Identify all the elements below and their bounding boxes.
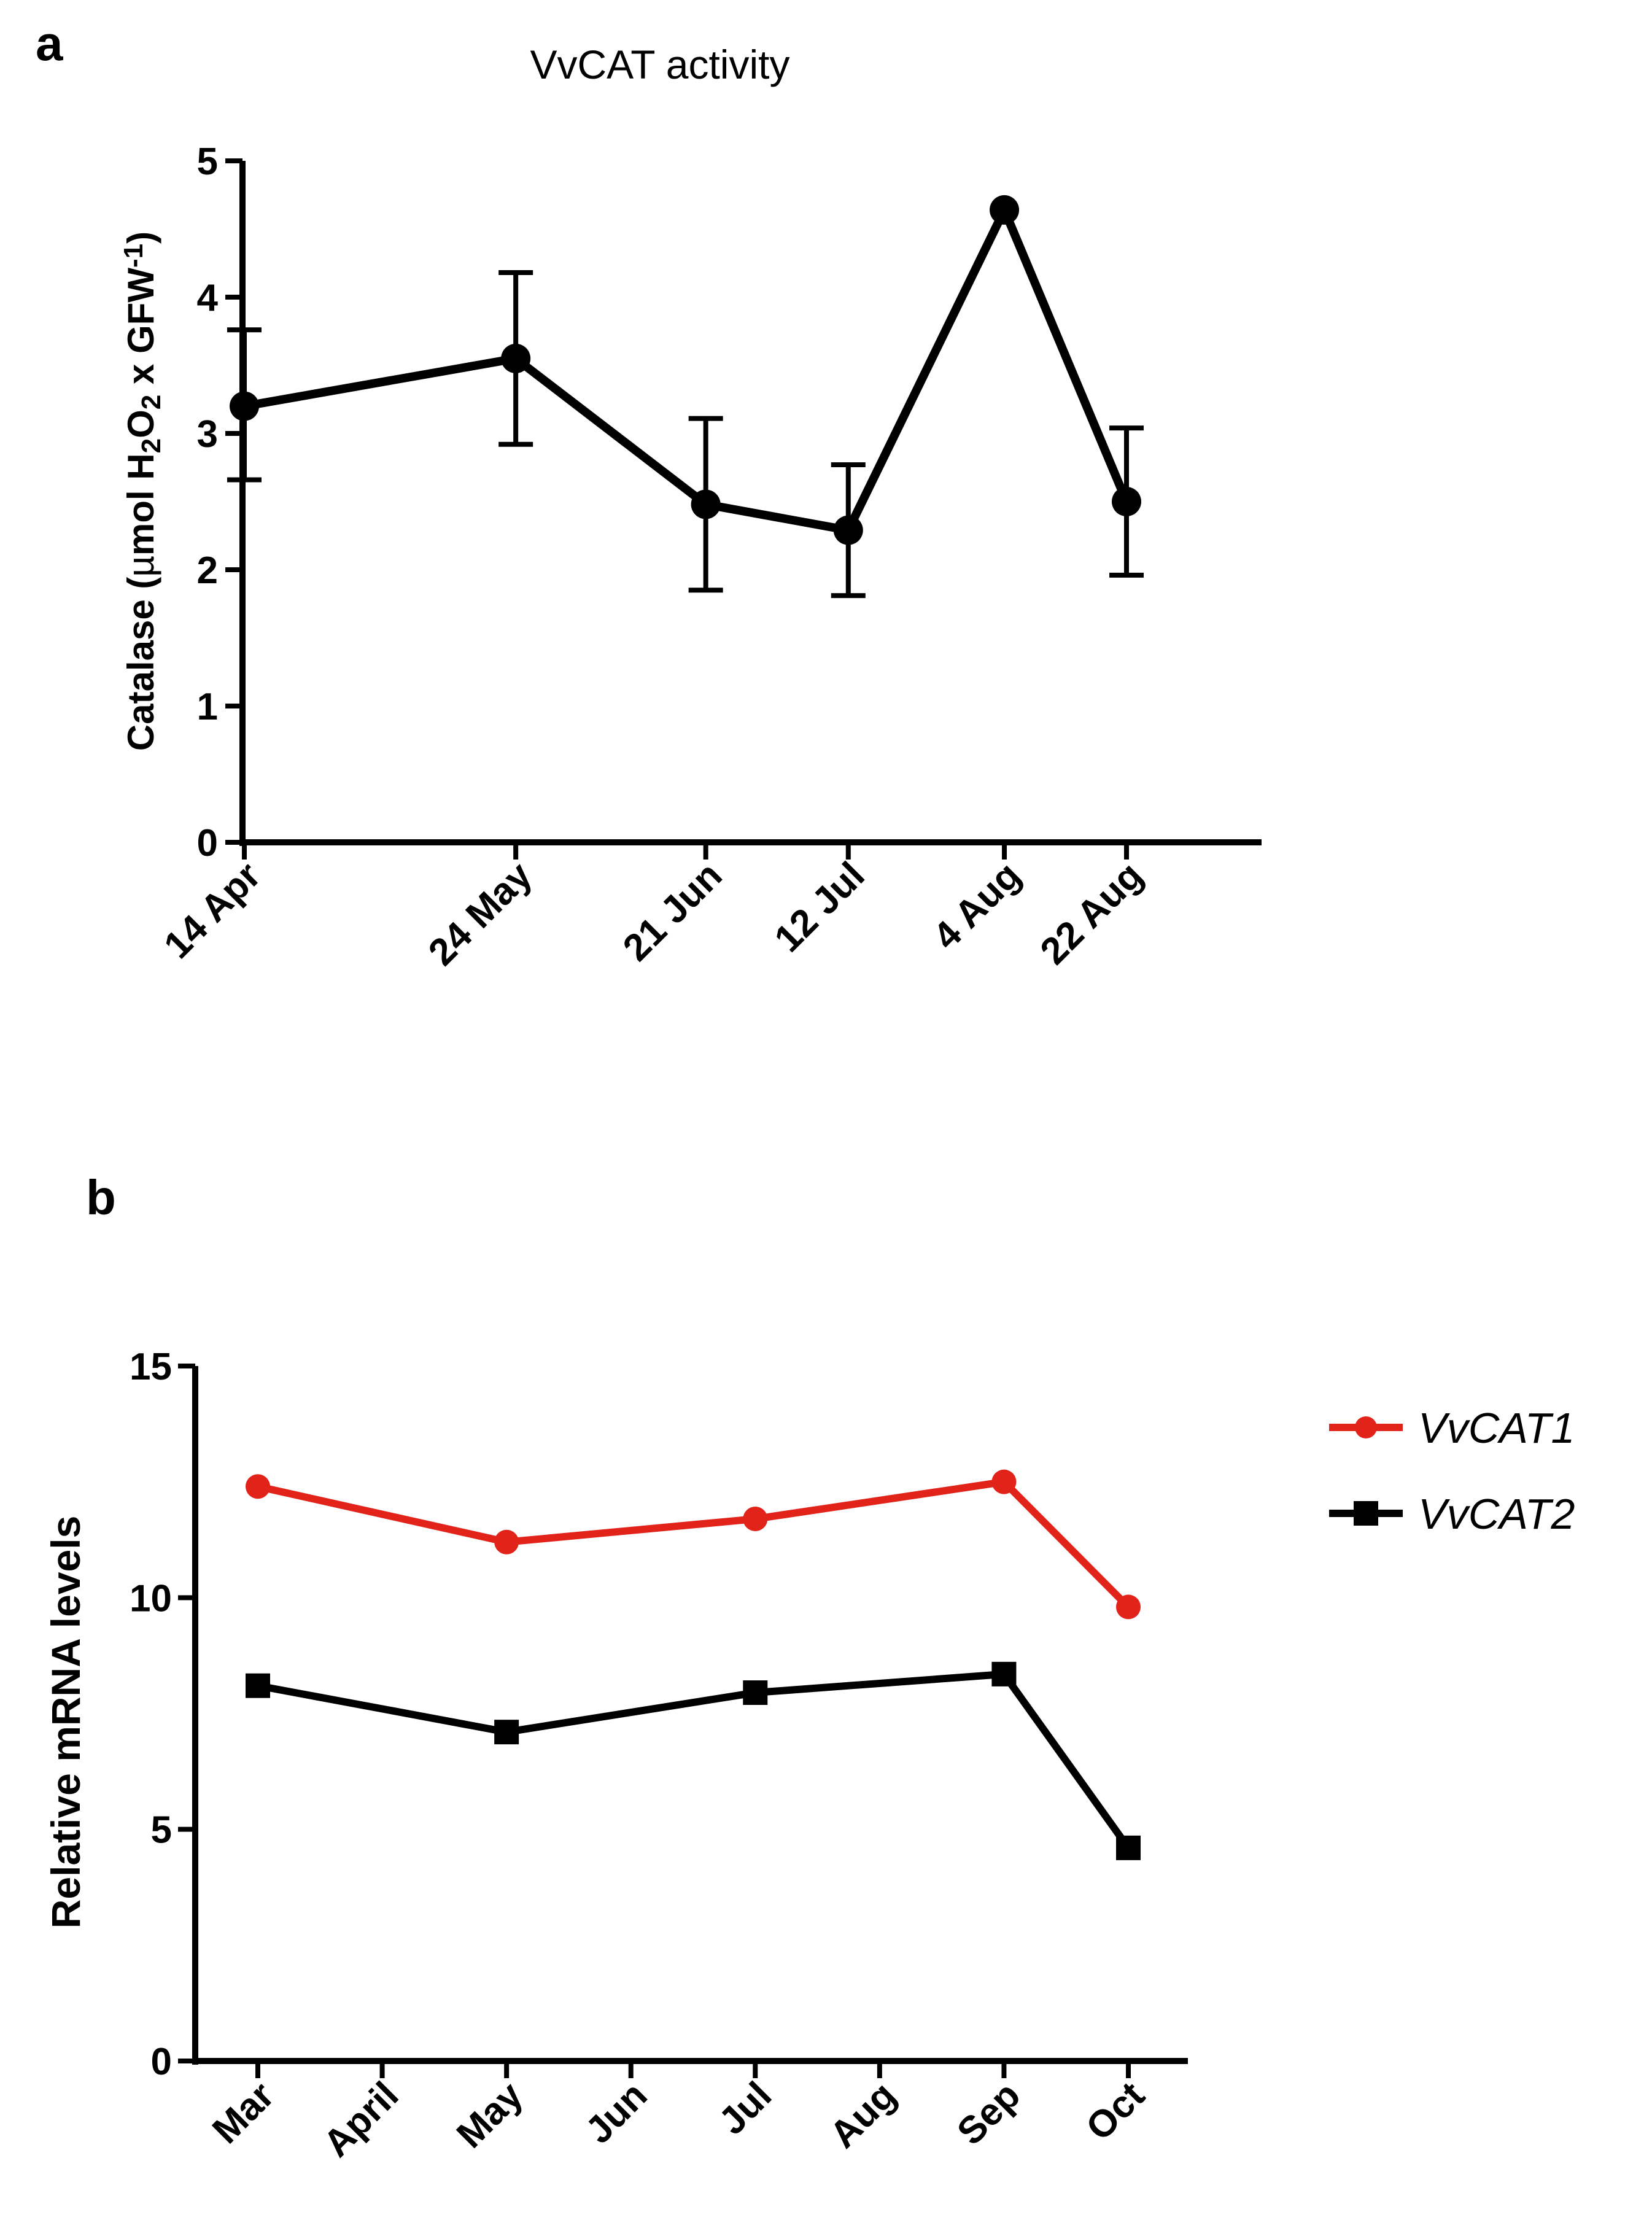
chart-b-legend: VvCAT1 VvCAT2 — [1329, 1404, 1575, 1538]
chart-b-x-tick-label: Oct — [1078, 2074, 1153, 2149]
chart-a-series — [227, 195, 1144, 599]
chart-b-y-tick-labels: 0 5 10 15 — [130, 1346, 172, 2083]
chart-b-vvcat1-point — [743, 1507, 768, 1532]
legend-vvcat1-label: VvCAT1 — [1418, 1404, 1575, 1452]
chart-a-ylabel: Catalase (µmol H2O2 x GFW-1) — [118, 231, 166, 751]
chart-b-vvcat1-point — [991, 1469, 1017, 1494]
chart-a-data-point — [691, 489, 721, 519]
chart-b-ylabel: Relative mRNA levels — [43, 1516, 88, 1929]
chart-b-x-tick-label: April — [316, 2074, 407, 2165]
chart-a-y-tick-label: 2 — [197, 549, 218, 592]
chart-a-title: VvCAT activity — [530, 42, 790, 87]
chart-b-y-tick-label: 0 — [151, 2041, 172, 2083]
chart-a-x-tick-label: 24 May — [421, 854, 540, 974]
chart-a-x-tick-label: 14 Apr — [156, 854, 269, 967]
chart-b-axes — [178, 1364, 1188, 2078]
chart-b-vvcat1-point — [1116, 1594, 1141, 1620]
chart-b-x-tick-label: Aug — [822, 2074, 904, 2156]
chart-a-series-line — [243, 205, 1131, 535]
chart-b-x-tick-label: Mar — [204, 2074, 282, 2152]
chart-a-y-tick-label: 5 — [197, 141, 218, 183]
chart-a-x-tick-label: 4 Aug — [925, 854, 1029, 958]
legend-vvcat2-label: VvCAT2 — [1418, 1490, 1575, 1538]
legend-vvcat2-marker — [1354, 1501, 1378, 1526]
chart-b-x-tick-label: Jul — [711, 2074, 780, 2143]
chart-b-y-tick-label: 5 — [151, 1809, 172, 1852]
chart-a-data-point — [230, 391, 259, 421]
chart-a-y-tick-label: 4 — [197, 277, 219, 319]
chart-a-x-tick-label: 12 Jul — [767, 854, 873, 960]
panel-a: a VvCAT activity Catalase (µmol H2O2 x G… — [36, 16, 1262, 974]
chart-b-series — [246, 1469, 1141, 1860]
chart-b-x-tick-labels: Mar April May Jun Jul Aug Sep Oct — [204, 2074, 1153, 2165]
chart-a-y-tick-label: 3 — [197, 413, 218, 456]
panel-b-label: b — [86, 1170, 116, 1225]
chart-b-vvcat2-point — [743, 1680, 768, 1706]
chart-b-vvcat1-line — [257, 1478, 1131, 1610]
chart-a-y-tick-labels: 0 1 2 3 4 5 — [197, 141, 219, 864]
chart-b-y-tick-label: 15 — [130, 1346, 172, 1388]
chart-b-x-tick-label: Jun — [578, 2074, 656, 2152]
chart-a-data-point — [1112, 487, 1141, 516]
chart-a-axes — [225, 158, 1262, 860]
chart-b-y-tick-label: 10 — [130, 1577, 172, 1620]
chart-a-x-tick-label: 22 Aug — [1033, 854, 1151, 972]
chart-a-x-tick-label: 21 Jun — [615, 854, 731, 969]
chart-b-vvcat2-point — [246, 1673, 270, 1698]
panel-a-label: a — [36, 16, 63, 71]
chart-a-y-tick-label: 0 — [197, 822, 218, 864]
chart-b-vvcat2-point — [494, 1720, 519, 1745]
chart-a-y-tick-label: 1 — [197, 686, 218, 728]
chart-a-data-point — [990, 195, 1020, 225]
chart-b-vvcat2-point — [991, 1661, 1017, 1686]
chart-a-data-point — [833, 515, 863, 545]
chart-b-vvcat1-point — [494, 1529, 519, 1554]
panel-b: b Relative mRNA levels Mar April May Jun Jul… — [43, 1170, 1575, 2165]
chart-b-x-tick-label: Sep — [949, 2074, 1028, 2153]
chart-a-data-point — [501, 343, 531, 373]
chart-b-x-tick-label: May — [449, 2074, 531, 2156]
chart-b-vvcat2-line — [257, 1670, 1131, 1850]
chart-b-vvcat1-point — [246, 1474, 270, 1499]
chart-a-x-tick-labels: 14 Apr 24 May 21 Jun 12 Jul 4 Aug 22 Aug — [156, 854, 1151, 974]
chart-b-vvcat2-point — [1116, 1835, 1141, 1860]
legend-vvcat1-marker — [1355, 1416, 1377, 1438]
